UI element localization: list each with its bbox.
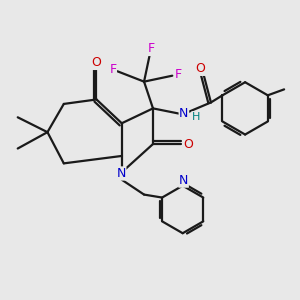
Text: N: N (179, 106, 189, 120)
Text: F: F (109, 63, 116, 76)
Text: F: F (148, 42, 155, 56)
Text: O: O (92, 56, 101, 69)
Text: O: O (196, 62, 206, 75)
Text: F: F (175, 68, 182, 81)
Text: H: H (192, 112, 200, 122)
Text: N: N (179, 174, 188, 187)
Text: O: O (183, 138, 193, 151)
Text: N: N (116, 167, 126, 180)
